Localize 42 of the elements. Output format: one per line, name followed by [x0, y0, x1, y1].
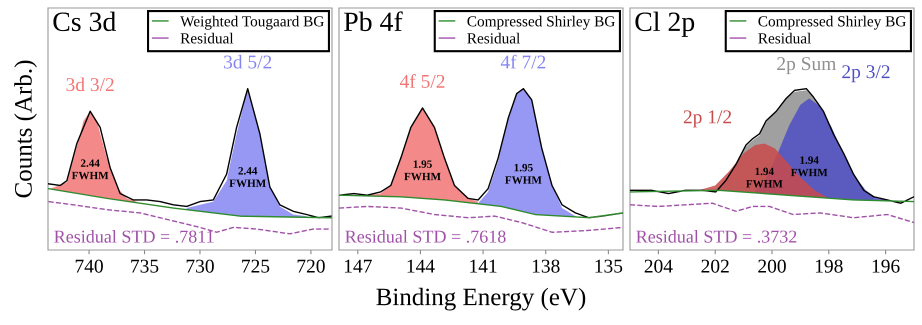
x-tick-label: 730 — [186, 260, 214, 273]
x-tick-label: 198 — [816, 260, 843, 273]
annotation: 1.94 FWHM — [746, 168, 783, 188]
x-tick-label: 141 — [470, 260, 497, 273]
x-tick-label: 735 — [131, 260, 158, 273]
annotation: Residual STD = .3732 — [636, 230, 796, 243]
annotation: 1.95 FWHM — [505, 164, 542, 184]
x-tick-label: 204 — [644, 260, 673, 273]
x-tick-label: 200 — [758, 260, 786, 273]
annotation: Residual STD = .7811 — [54, 230, 214, 243]
series-label: 2p 3/2 — [842, 65, 890, 82]
x-tick-label: 202 — [701, 260, 729, 273]
legend-label: Compressed Shirley BG — [467, 16, 615, 30]
legend-label: Residual — [180, 32, 234, 44]
series-label: 2p 1/2 — [684, 110, 732, 128]
annotation: 2.44 FWHM — [229, 167, 266, 188]
legend-label: Weighted Tougaard BG — [180, 16, 324, 30]
x-axis-title: Binding Energy (eV) — [376, 288, 586, 311]
series-label: 3d 5/2 — [224, 54, 272, 69]
x-tick-label: 147 — [344, 260, 372, 273]
x-tick-label: 720 — [298, 260, 325, 273]
series-label: 4f 5/2 — [400, 74, 444, 88]
y-axis-title: Counts (Arb.) — [14, 60, 37, 198]
x-tick-label: 740 — [76, 260, 103, 273]
series-label: 2p Sum — [777, 57, 836, 74]
chart-title: Pb 4f — [344, 11, 403, 32]
annotation: 1.94 FWHM — [790, 156, 828, 176]
annotation: Residual STD = .7618 — [345, 230, 506, 243]
x-tick-label: 725 — [242, 260, 270, 273]
x-tick-label: 135 — [596, 260, 622, 273]
series-label: 3d 3/2 — [66, 77, 114, 92]
x-tick-label: 196 — [872, 260, 900, 273]
legend-label: Compressed Shirley BG — [758, 16, 906, 30]
x-tick-label: 138 — [532, 260, 560, 273]
series-label: 4f 7/2 — [500, 54, 546, 69]
chart-title: Cl 2p — [635, 12, 694, 37]
x-tick-label: 144 — [408, 260, 435, 273]
chart-title: Cs 3d — [53, 12, 116, 32]
annotation: 2.44 FWHM — [72, 159, 108, 180]
annotation: 1.95 FWHM — [404, 160, 441, 180]
legend-label: Residual — [758, 32, 811, 44]
legend-label: Residual — [467, 32, 520, 44]
